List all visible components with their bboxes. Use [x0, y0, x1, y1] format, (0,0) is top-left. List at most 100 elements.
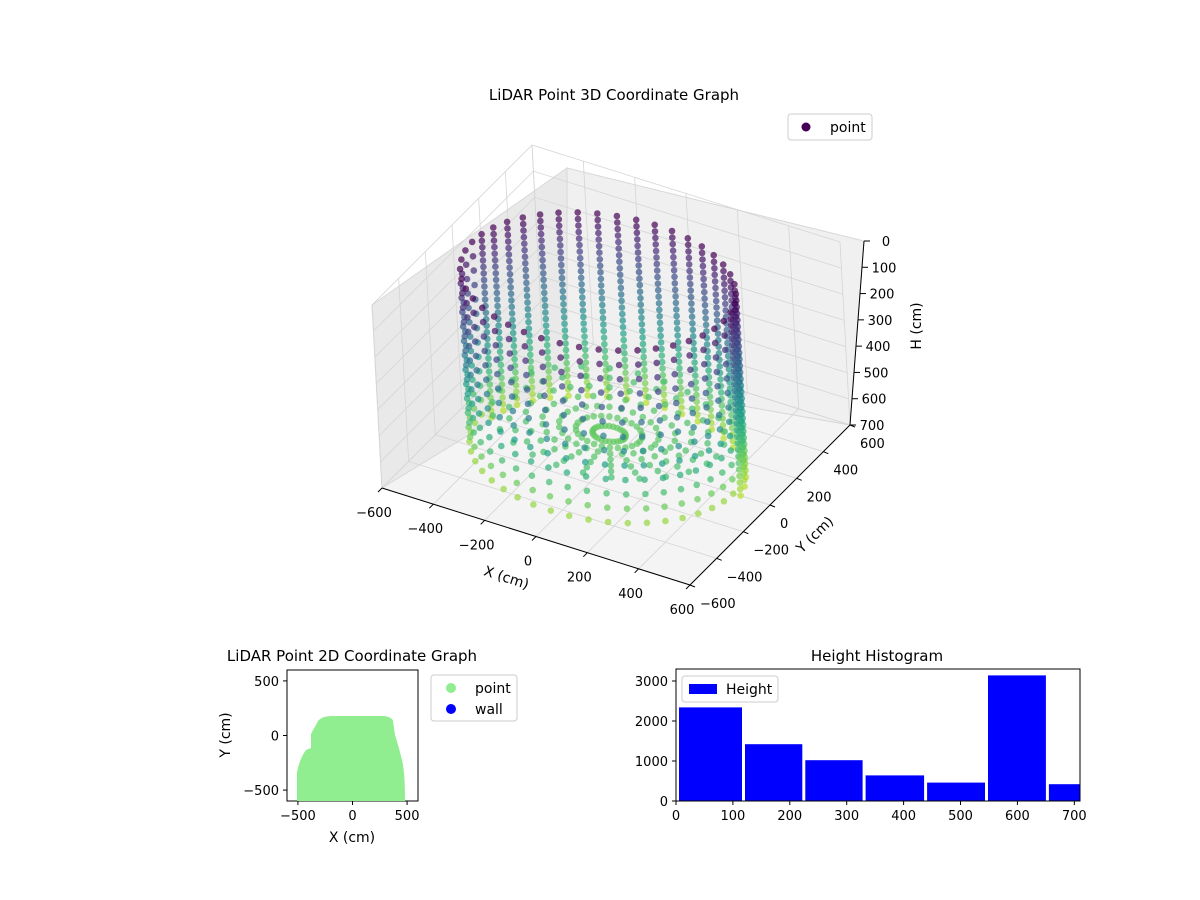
scatter-3d-point: [590, 392, 597, 400]
scatter-3d-point: [481, 296, 489, 303]
scatter-3d-point: [555, 418, 563, 425]
scatter-3d-point: [640, 353, 647, 361]
scatter-3d-point: [543, 435, 551, 443]
z-tick-label-3d: 400: [866, 340, 891, 355]
scatter-3d-point: [685, 254, 693, 262]
scatter-3d-point: [684, 241, 692, 249]
scatter-3d-point: [494, 370, 501, 378]
scatter-3d-point: [542, 309, 549, 316]
scatter-3d-point: [494, 385, 502, 392]
scatter-3d-point: [478, 237, 486, 245]
histogram-bar: [745, 744, 803, 801]
scatter-3d-point: [463, 376, 471, 383]
scatter-3d-point: [633, 223, 640, 230]
scatter-3d-point: [730, 368, 738, 375]
scatter-3d-point: [546, 493, 554, 500]
scatter-3d-point: [603, 490, 610, 497]
scatter-3d-point: [484, 405, 492, 412]
scatter-3d-point: [596, 255, 604, 263]
histogram-bar: [927, 782, 985, 801]
scatter-3d-point: [577, 267, 585, 275]
scatter-3d-point: [462, 347, 469, 355]
scatter-3d-point: [687, 280, 694, 288]
scatter-3d-point: [495, 399, 503, 407]
scatter-3d-point: [735, 453, 742, 460]
chart-histogram: Height Histogram 0 100 200 300 400 500 600 7000…: [635, 647, 1087, 824]
scatter-3d-point: [618, 304, 626, 311]
scatter-3d-point: [645, 393, 652, 401]
scatter-3d-point: [595, 346, 602, 353]
scatter-3d-point: [619, 433, 627, 441]
legend-histogram-label: Height: [726, 682, 773, 698]
scatter-3d-point: [720, 274, 728, 282]
scatter-3d-point: [669, 247, 677, 254]
scatter-3d-point: [469, 295, 477, 302]
scatter-3d-point: [731, 280, 738, 288]
scatter-3d-point: [675, 452, 683, 460]
point-region: [297, 716, 405, 801]
scatter-3d-point: [551, 445, 558, 453]
z-tick-label-3d: 0: [882, 235, 890, 250]
scatter-3d-point: [472, 352, 480, 360]
scatter-3d-point: [479, 318, 487, 326]
scatter-3d-point: [652, 424, 660, 432]
scatter-3d-point: [685, 468, 693, 476]
scatter-3d-point: [475, 395, 482, 403]
scatter-3d-point: [528, 472, 536, 480]
scatter-3d-point: [700, 275, 707, 283]
scatter-3d-point: [508, 297, 515, 304]
x-tick-3d: [480, 519, 486, 525]
scatter-3d-point: [641, 476, 648, 484]
scatter-3d-point: [459, 289, 466, 297]
z-tick-label-3d: 600: [862, 393, 887, 408]
scatter-3d-point: [657, 431, 664, 439]
scatter-3d-point: [607, 456, 614, 463]
x-tick-3d: [428, 503, 434, 509]
scatter-3d-point: [492, 276, 500, 284]
scatter-3d-point: [635, 361, 642, 368]
scatter-3d-point: [596, 249, 603, 256]
scatter-3d-point: [701, 288, 708, 296]
scatter-3d-point: [568, 453, 575, 460]
scatter-3d-point: [529, 451, 536, 458]
scatter-3d-point: [719, 469, 726, 476]
scatter-3d-point: [615, 238, 622, 246]
scatter-3d-point: [716, 426, 724, 433]
scatter-3d-point: [731, 381, 738, 388]
scatter-3d-point: [576, 248, 584, 255]
scatter-3d-point: [607, 468, 615, 475]
scatter-3d-point: [584, 437, 591, 445]
scatter-3d-point: [661, 401, 669, 408]
scatter-3d-point: [481, 283, 488, 290]
scatter-3d-point: [579, 415, 587, 423]
z-tick-label-3d: 200: [870, 288, 895, 303]
scatter-3d-point: [690, 346, 698, 353]
scatter-3d-point: [639, 340, 647, 348]
scatter-3d-point: [526, 429, 533, 436]
scatter-3d-point: [606, 393, 613, 401]
scatter-3d-point: [726, 271, 734, 278]
scatter-3d-point: [606, 384, 613, 391]
scatter-3d-point: [555, 216, 563, 223]
scatter-3d-point: [622, 382, 630, 390]
scatter-3d-point: [468, 400, 476, 408]
x-axis-label-2d: X (cm): [329, 830, 375, 846]
histogram-x-tick-label: 600: [1005, 809, 1030, 824]
scatter-3d-point: [557, 354, 564, 361]
scatter-3d-point: [490, 230, 497, 238]
scatter-3d-point: [507, 277, 514, 285]
scatter-3d-point: [658, 445, 665, 453]
scatter-3d-point: [491, 256, 499, 264]
scatter-3d-point: [659, 365, 666, 372]
scatter-3d-point: [728, 411, 735, 419]
scatter-3d-point: [507, 364, 514, 372]
scatter-3d-point: [656, 417, 664, 424]
scatter-3d-point: [563, 469, 571, 476]
scatter-3d-point: [512, 450, 519, 458]
scatter-3d-point: [713, 368, 721, 376]
scatter-3d-point: [524, 400, 532, 408]
scatter-3d-point: [575, 343, 583, 351]
scatter-3d-point: [676, 471, 684, 479]
scatter-3d-point: [717, 389, 725, 396]
